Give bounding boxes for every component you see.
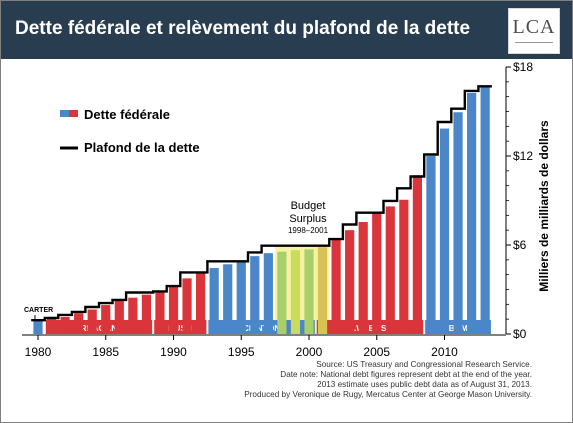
x-tick-label-1995: 1995 — [228, 345, 255, 359]
ceiling-step-path — [31, 85, 492, 322]
x-tick-label-1980: 1980 — [25, 345, 52, 359]
logo-underline — [515, 42, 553, 43]
debt-bar-2008 — [412, 175, 422, 334]
era-band-2 — [208, 320, 315, 334]
y-axis-title: Milliers de milliards de dollars — [537, 120, 551, 292]
debt-bar-1995 — [236, 260, 246, 334]
logo-text: LCA — [512, 16, 556, 38]
debt-bar-1988 — [141, 294, 151, 334]
debt-bar-2013 — [480, 85, 490, 335]
debt-bar-1991 — [182, 278, 192, 334]
source-line-3: 2013 estimate uses public debt data as o… — [317, 380, 532, 389]
y-tick-label-3: $18 — [513, 60, 533, 74]
source-line-4: Produced by Veronique de Rugy, Mercatus … — [244, 390, 532, 399]
debt-bar-1986 — [114, 300, 124, 334]
x-tick-label-2010: 2010 — [431, 345, 458, 359]
budget-surplus-line-3: 1998–2001 — [288, 226, 329, 235]
debt-bar-1980 — [33, 320, 43, 334]
era-label-2: CLINTON — [243, 323, 281, 333]
debt-bar-1990 — [168, 285, 179, 334]
debt-bar-2007 — [399, 199, 409, 334]
debt-bar-1983 — [74, 313, 84, 334]
legend: Dette fédérale Plafond de la dette — [60, 107, 200, 155]
era-label-3: G.W. BUSH — [347, 323, 392, 333]
legend-debt-swatch-blue — [60, 110, 69, 117]
debt-bar-1992 — [196, 272, 206, 334]
source-line-1: Source: US Treasury and Congressional Re… — [316, 360, 532, 369]
debt-bar-2003 — [345, 230, 355, 334]
axes: $0 $6 $12 $18 1980 1985 1990 1995 2000 2005 2010 — [22, 60, 533, 359]
x-tick-label-2000: 2000 — [296, 345, 323, 359]
debt-ceiling-line — [31, 85, 492, 322]
source-line-2: Date note: National debt figures represe… — [280, 370, 532, 379]
era-label-0: REAGAN — [81, 323, 118, 333]
debt-bar-1987 — [128, 297, 138, 334]
source-note: Source: US Treasury and Congressional Re… — [244, 360, 532, 399]
debt-bar-1996 — [250, 256, 260, 334]
carter-label: CARTER — [24, 307, 53, 314]
x-tick-label-1985: 1985 — [92, 345, 119, 359]
debt-bar-1982 — [60, 316, 70, 334]
y-tick-label-1: $6 — [513, 238, 527, 252]
x-tick-label-1990: 1990 — [160, 345, 187, 359]
debt-bar-1993 — [209, 267, 219, 334]
debt-bar-1994 — [223, 264, 233, 334]
era-label-1: BUSH — [168, 323, 192, 333]
era-band-0 — [45, 320, 153, 334]
debt-bar-2006 — [385, 206, 395, 334]
debt-bar-2005 — [372, 213, 382, 334]
debt-bar-1984 — [87, 309, 97, 334]
debt-bar-2000 — [304, 249, 314, 334]
debt-bars — [33, 85, 490, 335]
chart-title: Dette fédérale et relèvement du plafond … — [15, 18, 471, 39]
x-tick-label-2005: 2005 — [363, 345, 390, 359]
debt-bar-2011 — [453, 112, 463, 334]
debt-bar-2009 — [426, 156, 436, 334]
budget-surplus-line-2: Surplus — [289, 213, 327, 225]
debt-bar-2004 — [358, 222, 368, 334]
title-banner: Dette fédérale et relèvement du plafond … — [1, 1, 572, 59]
legend-debt-label: Dette fédérale — [84, 107, 170, 122]
debt-bar-2001 — [317, 247, 328, 334]
legend-ceiling-label: Plafond de la dette — [84, 140, 200, 155]
budget-surplus-line-1: Budget — [291, 200, 326, 212]
debt-bar-1997 — [263, 253, 273, 334]
y-tick-label-0: $0 — [513, 327, 527, 341]
debt-bar-1989 — [155, 290, 165, 334]
debt-bar-1981 — [46, 319, 57, 334]
debt-bar-2002 — [331, 239, 341, 334]
debt-bar-2012 — [467, 92, 477, 334]
budget-surplus-annotation: Budget Surplus 1998–2001 — [288, 200, 329, 235]
debt-bar-2010 — [439, 128, 450, 334]
debt-bar-1985 — [101, 305, 111, 334]
era-band-1 — [154, 320, 207, 334]
era-band-3 — [316, 320, 424, 334]
debt-bar-1998 — [277, 251, 287, 334]
y-tick-label-2: $12 — [513, 149, 533, 163]
lca-logo: LCA — [508, 8, 560, 54]
debt-bar-1999 — [290, 250, 301, 334]
